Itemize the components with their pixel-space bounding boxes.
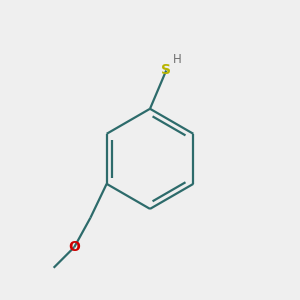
Text: H: H [173, 53, 182, 66]
Text: S: S [161, 64, 171, 77]
Text: O: O [68, 240, 80, 254]
